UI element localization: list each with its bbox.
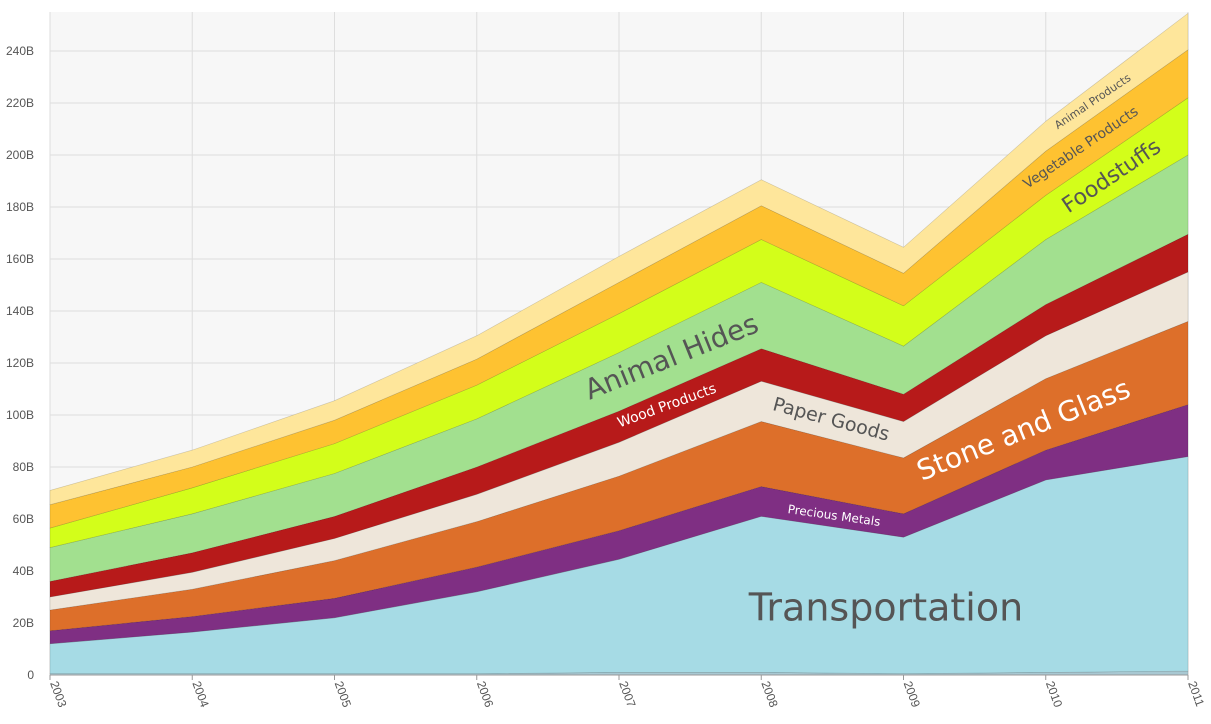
- area-animal-products: [49, 12, 1189, 506]
- y-tick-label: 60B: [13, 512, 34, 526]
- y-tick-label: 20B: [13, 616, 34, 630]
- x-tick-label: 2003: [47, 679, 69, 709]
- x-tick-label: 2010: [1043, 679, 1065, 709]
- y-tick-label: 240B: [6, 44, 34, 58]
- y-tick-label: 140B: [6, 304, 34, 318]
- y-tick-label: 40B: [13, 564, 34, 578]
- area-series: [49, 12, 1189, 676]
- y-tick-label: 200B: [6, 148, 34, 162]
- y-tick-label: 0: [27, 668, 34, 682]
- x-tick-label: 2008: [758, 679, 780, 709]
- y-tick-label: 120B: [6, 356, 34, 370]
- x-tick-label: 2011: [1185, 679, 1207, 708]
- x-tick-label: 2006: [474, 679, 496, 709]
- x-tick-label: 2004: [189, 679, 211, 709]
- x-tick-label: 2007: [616, 679, 638, 709]
- x-tick-label: 2005: [332, 679, 354, 709]
- x-tick-label: 2009: [901, 679, 923, 709]
- y-tick-label: 80B: [13, 460, 34, 474]
- y-tick-label: 100B: [6, 408, 34, 422]
- y-tick-label: 220B: [6, 96, 34, 110]
- y-tick-label: 180B: [6, 200, 34, 214]
- series-label-transportation: Transportation: [748, 586, 1023, 630]
- y-tick-label: 160B: [6, 252, 34, 266]
